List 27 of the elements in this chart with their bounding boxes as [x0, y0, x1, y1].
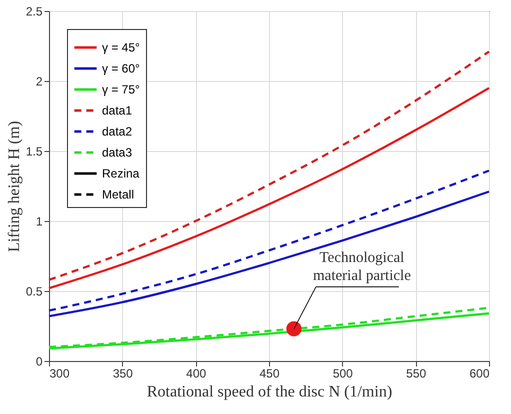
legend-label: data3: [102, 146, 132, 160]
legend-label: γ = 60°: [102, 62, 140, 76]
legend-label: data2: [102, 124, 132, 138]
line-series: [48, 190, 490, 318]
y-tick-label: 2: [36, 74, 43, 88]
x-tick-label: 500: [332, 366, 354, 380]
legend-label: Metall: [102, 188, 134, 202]
y-tick-label: 0.5: [26, 284, 43, 298]
x-tick-label: 350: [112, 366, 134, 380]
y-tick-label: 1.5: [26, 144, 43, 158]
legend-label: data1: [102, 104, 132, 118]
y-tick-label: 1: [36, 214, 43, 228]
x-tick-label: 600: [469, 366, 490, 380]
x-tick-label: 400: [186, 366, 206, 380]
y-axis-title: Lifting height H (m): [6, 120, 23, 252]
y-tick-label: 0: [36, 354, 43, 368]
legend-label: Rezina: [102, 166, 140, 180]
x-tick-label: 300: [50, 366, 70, 380]
y-tick-label: 2.5: [26, 4, 43, 18]
line-series: [48, 86, 490, 290]
legend-label: γ = 75°: [102, 82, 140, 96]
legend-label: γ = 45°: [102, 40, 140, 54]
line-series: [48, 170, 490, 312]
annotation: Technological material particle: [313, 250, 412, 284]
x-tick-label: 550: [406, 366, 426, 380]
x-axis-title: Rotational speed of the disc N (1/min): [146, 384, 392, 400]
x-tick-label: 450: [259, 366, 280, 380]
